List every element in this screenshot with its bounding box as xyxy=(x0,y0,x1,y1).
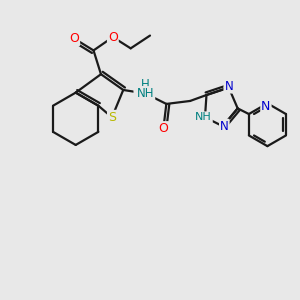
Text: H: H xyxy=(141,78,150,91)
Text: NH: NH xyxy=(137,87,154,100)
Text: N: N xyxy=(261,100,271,113)
Text: N: N xyxy=(224,80,233,93)
Text: O: O xyxy=(69,32,79,45)
Text: NH: NH xyxy=(195,112,212,122)
Text: N: N xyxy=(220,120,229,133)
Text: S: S xyxy=(108,111,116,124)
Text: N: N xyxy=(134,87,143,100)
Text: O: O xyxy=(158,122,168,135)
Text: O: O xyxy=(108,31,118,44)
